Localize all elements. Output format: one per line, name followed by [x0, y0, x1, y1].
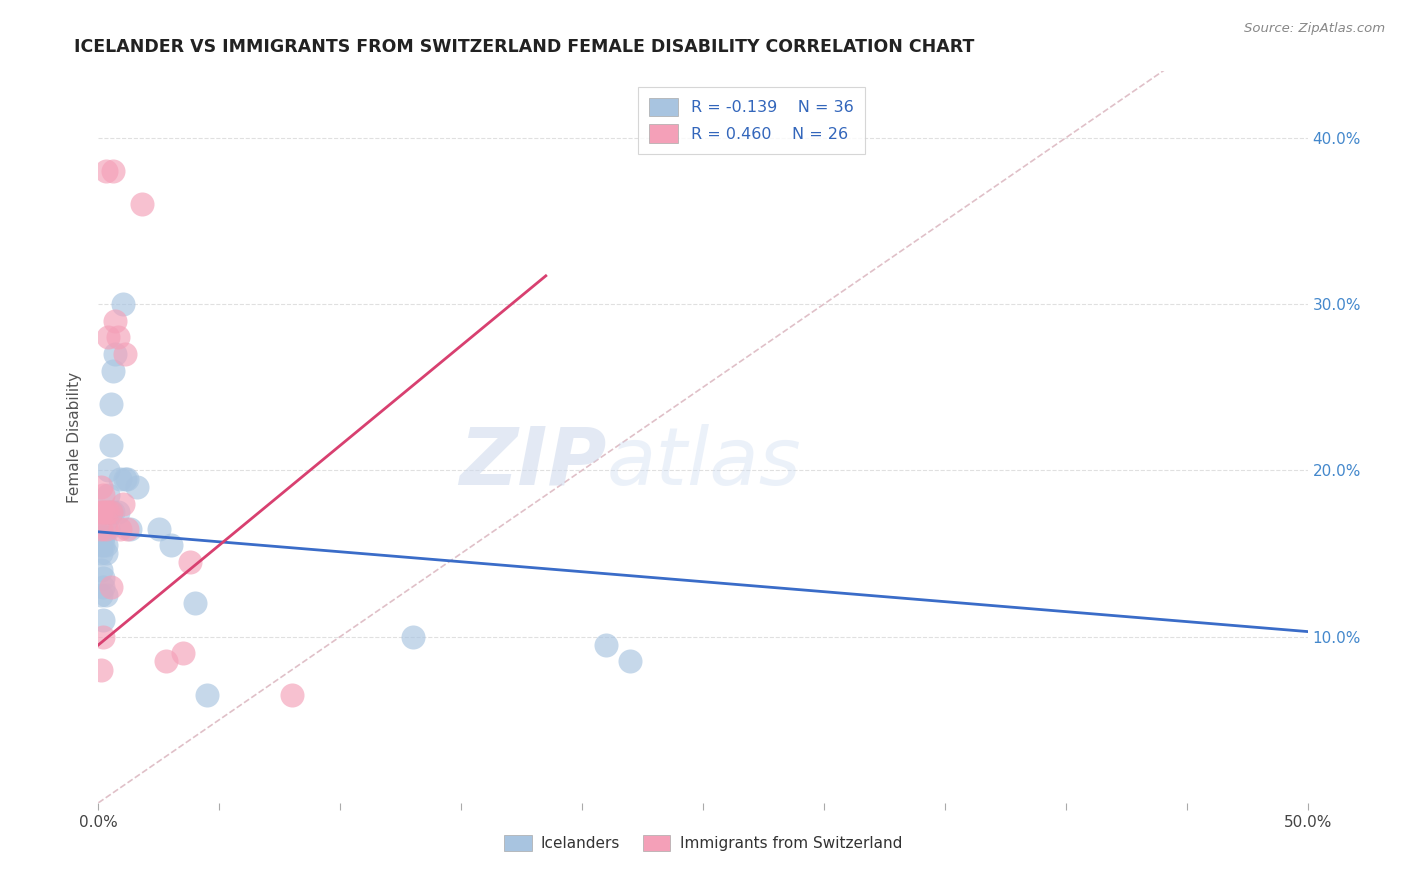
Point [91, 571, 114, 585]
Point [90, 505, 112, 519]
Point [107, 505, 129, 519]
Point [155, 655, 177, 669]
Point [101, 505, 124, 519]
Point [97, 521, 120, 535]
Point [91, 613, 114, 627]
Point [100, 580, 122, 594]
Point [100, 505, 122, 519]
Point [114, 472, 136, 486]
Point [91, 630, 114, 644]
Point [114, 347, 136, 361]
Point [90, 521, 112, 535]
Point [619, 655, 641, 669]
Point [94, 538, 117, 552]
Point [97, 463, 120, 477]
Text: Source: ZipAtlas.com: Source: ZipAtlas.com [1244, 22, 1385, 36]
Point [111, 497, 134, 511]
Point [104, 347, 127, 361]
Point [108, 521, 131, 535]
Point [90, 563, 112, 577]
Point [195, 688, 218, 702]
Point [91, 580, 114, 594]
Point [111, 297, 134, 311]
Text: atlas: atlas [606, 424, 801, 501]
Point [402, 630, 425, 644]
Point [94, 505, 117, 519]
Point [117, 521, 139, 535]
Point [101, 164, 124, 178]
Point [172, 646, 194, 660]
Point [100, 438, 122, 452]
Point [160, 538, 183, 552]
Point [91, 530, 114, 544]
Point [90, 663, 112, 677]
Point [281, 688, 304, 702]
Point [595, 638, 617, 652]
Point [131, 197, 153, 211]
Point [118, 521, 141, 535]
Point [100, 397, 122, 411]
Point [148, 521, 170, 535]
Point [94, 513, 117, 527]
Text: ICELANDER VS IMMIGRANTS FROM SWITZERLAND FEMALE DISABILITY CORRELATION CHART: ICELANDER VS IMMIGRANTS FROM SWITZERLAND… [75, 38, 974, 56]
Y-axis label: Female Disability: Female Disability [67, 371, 83, 503]
Text: ZIP: ZIP [458, 424, 606, 501]
Point [108, 472, 131, 486]
Point [94, 546, 117, 560]
Point [117, 472, 139, 486]
Point [97, 330, 120, 344]
Point [90, 480, 112, 494]
Point [91, 505, 114, 519]
Point [127, 480, 149, 494]
Point [90, 538, 112, 552]
Legend: Icelanders, Immigrants from Switzerland: Icelanders, Immigrants from Switzerland [498, 830, 908, 857]
Point [97, 488, 120, 502]
Point [94, 588, 117, 602]
Point [100, 505, 122, 519]
Point [107, 330, 129, 344]
Point [104, 314, 127, 328]
Point [91, 538, 114, 552]
Point [90, 588, 112, 602]
Point [184, 596, 207, 610]
Point [94, 164, 117, 178]
Point [101, 363, 124, 377]
Point [90, 546, 112, 560]
Point [97, 505, 120, 519]
Point [94, 521, 117, 535]
Point [179, 555, 201, 569]
Point [91, 488, 114, 502]
